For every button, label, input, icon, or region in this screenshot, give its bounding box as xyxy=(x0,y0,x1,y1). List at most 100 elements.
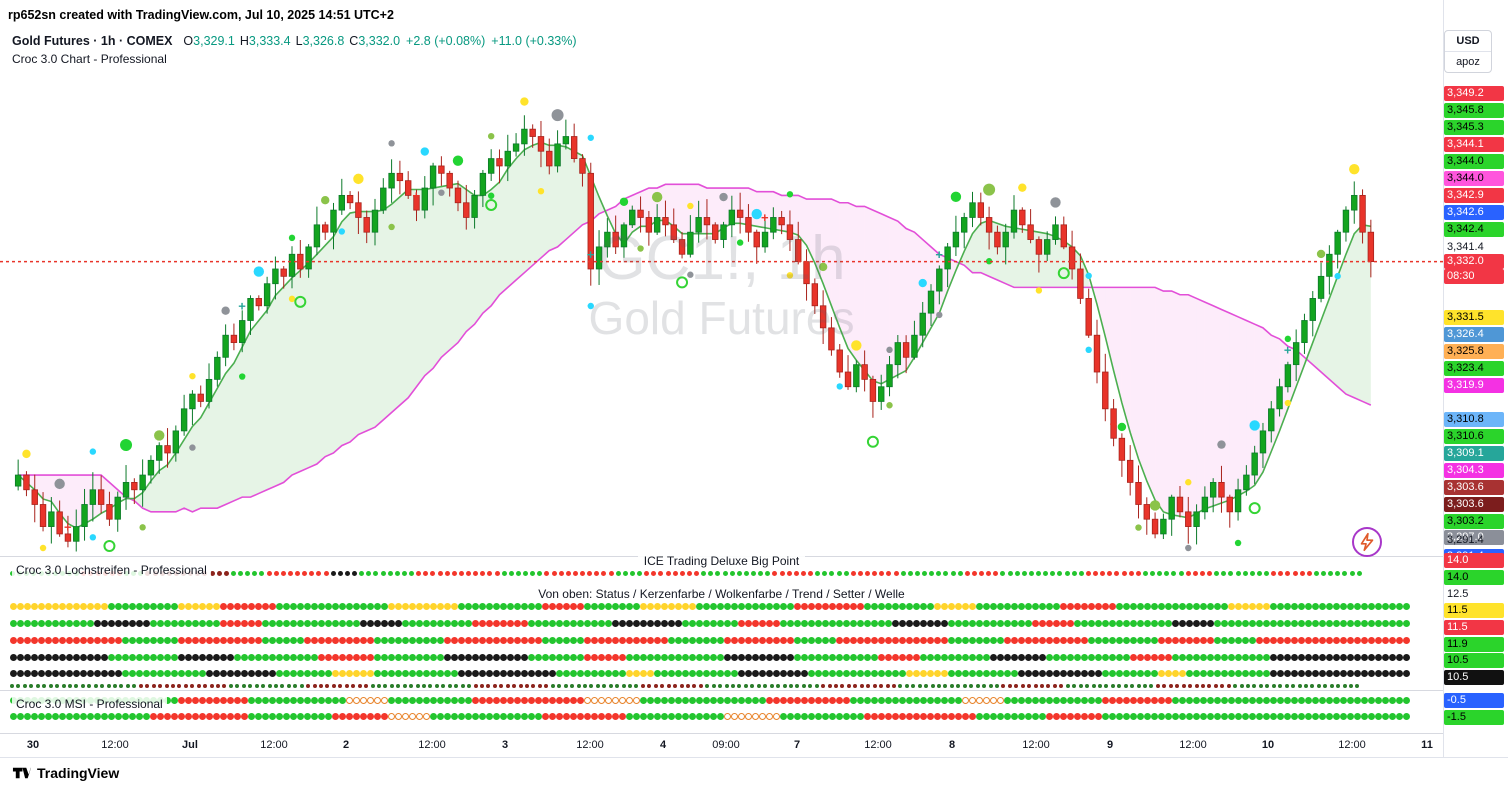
pane-dot xyxy=(245,571,251,576)
pane-dot xyxy=(262,713,269,720)
pane-dot xyxy=(724,713,731,720)
pane-dot xyxy=(1270,603,1277,610)
pane-dot xyxy=(626,697,633,704)
candle-body xyxy=(471,194,478,218)
pane-dot xyxy=(479,670,486,677)
pane-dot xyxy=(143,620,150,627)
time-axis-label: Jul xyxy=(182,739,198,751)
pane-dot xyxy=(366,571,372,576)
pane-dot xyxy=(1298,654,1305,661)
pane-dot xyxy=(608,684,613,688)
pane-dot xyxy=(815,697,822,704)
pane-dot xyxy=(241,620,248,627)
pane-dot xyxy=(1004,654,1011,661)
pane-dot xyxy=(549,620,556,627)
pane-dot xyxy=(1081,603,1088,610)
candle-body xyxy=(1060,224,1067,248)
pane-dot xyxy=(605,620,612,627)
account-button[interactable]: apoz xyxy=(1445,51,1491,72)
main-price-chart[interactable]: ++++++++ xyxy=(0,85,1443,556)
pane-dot xyxy=(1151,620,1158,627)
pane-dot xyxy=(1039,620,1046,627)
signal-dot xyxy=(288,234,296,242)
candle-body xyxy=(81,504,88,527)
pane-dot xyxy=(602,684,607,688)
pane-dot xyxy=(473,684,478,688)
pane-dot xyxy=(682,670,689,677)
pane-dot xyxy=(1305,654,1312,661)
pane-dot xyxy=(1046,684,1051,688)
candle-body xyxy=(122,482,130,498)
pane-dot xyxy=(1074,697,1081,704)
pane-dot xyxy=(61,684,66,688)
pane-dot xyxy=(982,684,987,688)
pane-dot xyxy=(1081,670,1088,677)
symbol-title[interactable]: Gold Futures · 1h · COMEX xyxy=(12,34,173,48)
pane-dot xyxy=(580,571,585,576)
signal-dot xyxy=(1135,524,1142,531)
time-axis-label: 09:00 xyxy=(712,739,740,751)
pane-dot xyxy=(297,654,304,661)
pane-dot xyxy=(24,654,31,661)
pane-dot xyxy=(108,670,115,677)
pane-dot xyxy=(531,684,536,688)
symbol-legend[interactable]: Gold Futures · 1h · COMEX O3,329.1 H3,333.… xyxy=(12,34,577,48)
pane-dot xyxy=(332,637,339,644)
pane-dot xyxy=(948,637,955,644)
quick-action-button[interactable] xyxy=(1352,527,1382,557)
pane-dot xyxy=(857,620,864,627)
currency-button[interactable]: USD xyxy=(1456,35,1480,47)
cloud-fill xyxy=(1345,233,1355,398)
candle-body xyxy=(670,224,677,240)
pane-dot xyxy=(423,571,429,576)
pane-dot xyxy=(360,637,367,644)
pane-dot xyxy=(16,684,21,688)
pane-dot xyxy=(467,684,472,688)
pane-dot xyxy=(458,571,464,576)
pane-dot xyxy=(108,713,115,720)
pane-dot xyxy=(311,670,318,677)
pane-dot xyxy=(759,713,766,720)
pane-dot xyxy=(409,697,416,704)
candle-body xyxy=(97,489,105,505)
pane-dot xyxy=(738,697,745,704)
pane-dot xyxy=(1277,713,1284,720)
indicator-title-msi[interactable]: Croc 3.0 MSI - Professional xyxy=(12,697,167,711)
pane-dot xyxy=(1091,684,1096,688)
plus-marker: + xyxy=(935,247,943,262)
pane-dot xyxy=(479,603,486,610)
pane-dot xyxy=(570,603,577,610)
pane-dot xyxy=(437,571,443,576)
pane-dot xyxy=(1284,620,1291,627)
pane-dot xyxy=(138,684,143,688)
pane-dot xyxy=(499,684,504,688)
pane-dot xyxy=(360,697,367,704)
pane-dot xyxy=(710,670,717,677)
pane-dot xyxy=(500,637,507,644)
pane-dot xyxy=(1137,654,1144,661)
candle-body xyxy=(736,209,744,218)
pane-dot xyxy=(948,713,955,720)
pane-dot xyxy=(1102,670,1109,677)
pane-dot xyxy=(1375,713,1382,720)
pane-dot xyxy=(971,571,977,576)
candle-body xyxy=(438,165,445,174)
pane-dot xyxy=(537,684,542,688)
pane-dot xyxy=(323,571,329,576)
pane-dot xyxy=(943,684,948,688)
pane-dot xyxy=(164,713,171,720)
indicator-title-lochstreifen[interactable]: Croc 3.0 Lochstreifen - Professional xyxy=(12,563,211,577)
pane-dot xyxy=(248,620,255,627)
pane-dot xyxy=(682,697,689,704)
pane-dot xyxy=(1375,620,1382,627)
pane-dot xyxy=(465,637,472,644)
tradingview-branding[interactable]: TradingView xyxy=(12,763,119,782)
candle-body xyxy=(371,209,379,233)
pane-dot xyxy=(59,713,66,720)
pane-dot xyxy=(299,684,304,688)
cloud-fill xyxy=(557,145,566,247)
pane-dot xyxy=(653,684,658,688)
pane-dot xyxy=(1256,637,1263,644)
pane-separator-2[interactable] xyxy=(0,690,1443,691)
price-scale-label: 3,344.1 xyxy=(1444,137,1504,152)
